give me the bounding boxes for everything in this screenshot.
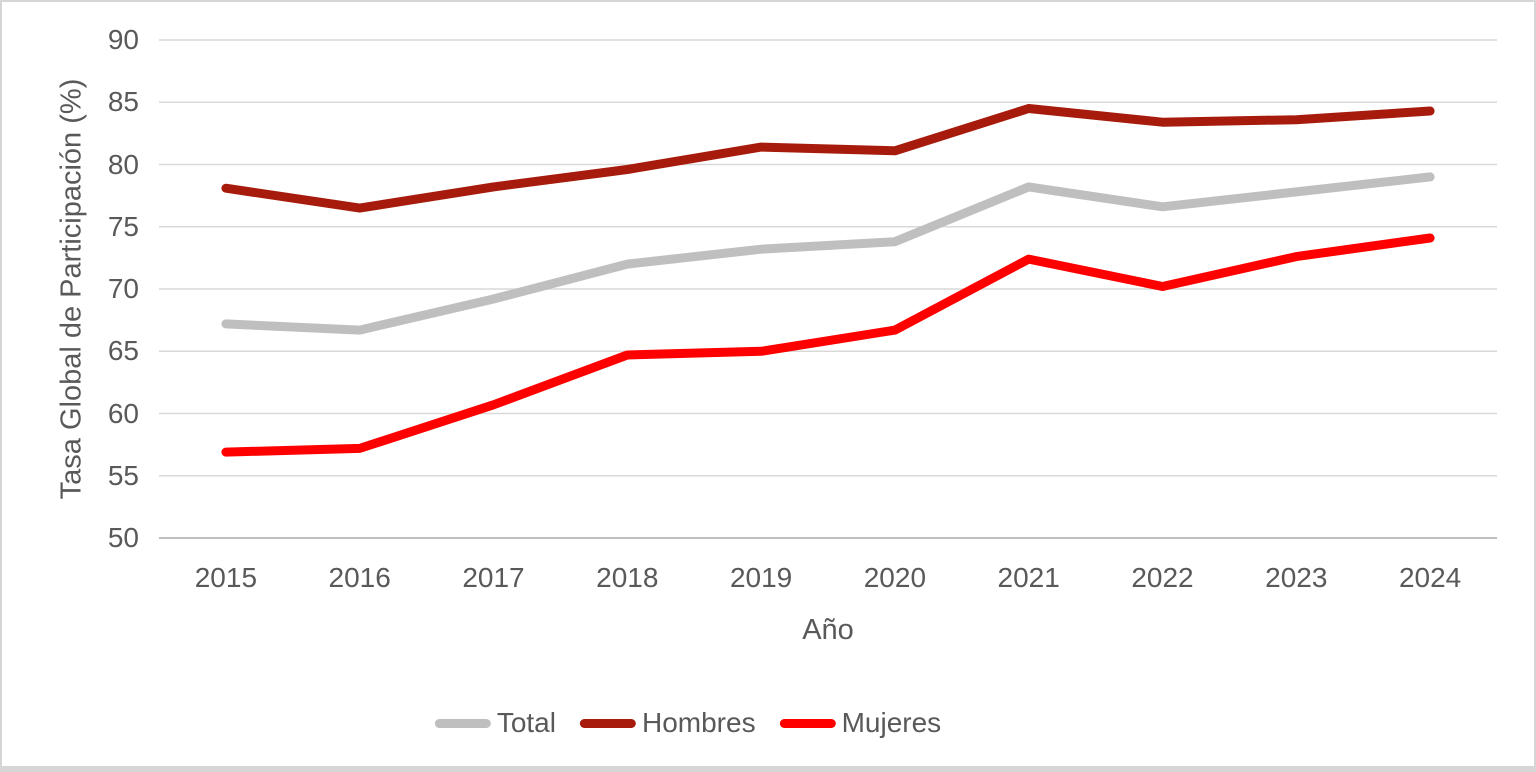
y-axis-title: Tasa Global de Participación (%): [55, 78, 88, 500]
legend-swatch-hombres: [579, 718, 636, 728]
x-tick-label: 2016: [328, 562, 391, 593]
legend-swatch-mujeres: [779, 718, 836, 728]
legend-item-total: Total: [434, 706, 556, 740]
y-tick-label: 85: [107, 86, 139, 118]
legend-label: Total: [496, 707, 556, 738]
legend: Total Hombres Mujeres: [434, 706, 942, 740]
legend-label: Mujeres: [841, 707, 942, 738]
y-tick-label: 75: [107, 210, 139, 242]
y-tick-label: 55: [107, 459, 139, 491]
series-line-total: [221, 172, 1435, 335]
x-tick-label: 2023: [1265, 562, 1328, 593]
x-tick-label: 2024: [1398, 562, 1462, 593]
y-tick-label: 90: [107, 24, 139, 55]
y-tick-label: 70: [107, 273, 139, 304]
x-tick-label: 2019: [729, 562, 793, 593]
x-tick-label: 2022: [1131, 562, 1194, 593]
y-tick-label: 80: [107, 148, 139, 180]
series-line-mujeres: [221, 233, 1435, 457]
y-tick-label: 50: [107, 522, 139, 553]
legend-swatch-total: [434, 718, 491, 728]
x-tick-label: 2017: [462, 562, 525, 593]
x-tick-label: 2018: [596, 562, 659, 593]
series-line-hombres: [221, 104, 1435, 213]
x-tick-label: 2020: [863, 562, 927, 593]
legend-label: Hombres: [641, 707, 756, 738]
x-tick-label: 2015: [194, 562, 258, 593]
y-tick-label: 65: [107, 335, 139, 367]
x-axis-title: Año: [802, 614, 854, 646]
x-tick-label: 2021: [997, 562, 1060, 593]
y-tick-label: 60: [107, 397, 139, 429]
legend-item-mujeres: Mujeres: [779, 706, 942, 740]
legend-item-hombres: Hombres: [579, 706, 756, 740]
